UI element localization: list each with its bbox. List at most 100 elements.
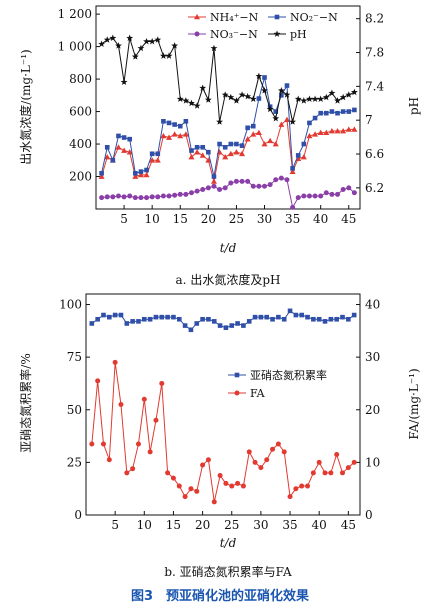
panel-a-series-2-point <box>104 194 110 200</box>
panel-a-series-2-point <box>233 178 239 184</box>
panel-a-series-2-point <box>138 195 144 201</box>
panel-b-series-0-point <box>211 319 217 324</box>
panel-b-ytick-label: 50 <box>67 403 82 417</box>
panel-a-series-2-point <box>188 190 194 196</box>
panel-b-series-1-point <box>89 441 95 447</box>
panel-a-series-0-point <box>205 157 212 163</box>
panel-b-series-1-point <box>322 470 328 476</box>
panel-a-series-0-point <box>300 154 307 160</box>
panel-b-series-1-point <box>246 449 252 455</box>
panel-a-series-2-point <box>183 191 189 197</box>
panel-a-series-2-point <box>160 193 166 199</box>
panel-a-series-3-point <box>171 42 179 49</box>
panel-a-series-2-point <box>323 190 329 196</box>
panel-a-series-0-point <box>115 144 122 150</box>
panel-a-series-3 <box>98 34 358 125</box>
panel-b-series-0-point <box>270 316 275 322</box>
panel-b-series-1-point <box>205 457 211 463</box>
panel-a-series-1-point <box>318 110 323 116</box>
panel-b-series-1-point <box>130 466 136 472</box>
panel-b-series-0-point <box>328 316 334 322</box>
panel-b-series-1-point <box>165 470 171 476</box>
panel-a-series-1-point <box>352 107 357 113</box>
panel-a-series-0-point <box>126 149 133 155</box>
panel-a-series-1-point <box>335 110 340 116</box>
panel-a-series-2-point <box>166 193 172 199</box>
panel-b-series-0-point <box>206 316 211 322</box>
panel-a-series-1-line <box>101 77 355 177</box>
panel-a-series-3-point <box>176 95 184 102</box>
panel-b-xtick-label: 40 <box>312 518 327 532</box>
panel-a-series-1-point <box>183 119 189 124</box>
panel-a-series-1-point <box>177 123 183 129</box>
panel-a-ytick-label: 400 <box>69 137 92 151</box>
panel-b-ytick-right-label: 10 <box>365 455 380 469</box>
panel-a-series-2-point <box>110 194 116 200</box>
panel-b-ylabel-right: FA/(mg·L⁻¹) <box>407 368 421 439</box>
panel-a-series-1-point <box>295 153 301 158</box>
panel-b-series-1-point <box>223 480 229 486</box>
panel-a-series-0-point <box>334 128 341 134</box>
panel-a-series-2-point <box>144 195 150 201</box>
panel-a-series-2-point <box>194 188 200 194</box>
panel-a-series-2-point <box>132 195 138 201</box>
panel-b-series-1-point <box>316 459 322 465</box>
panel-b-xtick-label: 45 <box>341 518 356 532</box>
panel-a-series-0-point <box>317 129 324 135</box>
panel-b-series-0-point <box>322 319 328 324</box>
panel-a-legend-marker <box>273 30 281 37</box>
panel-a-series-3-point <box>294 95 302 102</box>
panel-a-series-3-point <box>244 92 252 100</box>
panel-b-series-1-point <box>345 465 351 471</box>
panel-a-series-1-point <box>194 144 200 150</box>
panel-a-ytick-right-label: 8.2 <box>365 12 384 26</box>
panel-a-series-3-point <box>306 95 313 102</box>
panel-a-series-3-point <box>137 44 145 52</box>
panel-a-series-1 <box>99 75 357 179</box>
panel-a-series-1-point <box>312 115 318 121</box>
panel-a-series-0-point <box>233 149 240 155</box>
panel-b-ytick-label: 100 <box>59 298 82 312</box>
panel-a-ylabel-right: pH <box>407 97 421 115</box>
panel-a-caption: a. 出水氮浓度及pH <box>176 272 281 287</box>
panel-a-series-3-point <box>199 84 207 91</box>
panel-a-series-3-point <box>311 95 319 102</box>
panel-b: 5 10 15 20 25 30 35 40 45 0 25 50 75 100 0 10 20 30 40 亚硝态氮… <box>59 293 380 532</box>
panel-b-series-0-point <box>235 321 240 326</box>
panel-a-series-3-point <box>339 93 347 101</box>
panel-a-series-1-point <box>245 125 250 131</box>
panel-a-series-2-point <box>312 193 318 199</box>
panel-b-xtick-label: 20 <box>195 518 210 532</box>
panel-a-series-3-point <box>115 42 122 49</box>
panel-a-series-1-point <box>189 148 194 153</box>
panel-a-series-2-point <box>245 178 251 184</box>
panel-b-series-0-point <box>118 312 124 318</box>
panel-b-series-1-point <box>258 465 264 471</box>
panel-a-series-0-point <box>328 128 335 134</box>
panel-b-series-0-point <box>130 319 135 324</box>
panel-a-xtick-label: 10 <box>145 212 160 226</box>
panel-a-plot-frame <box>95 5 361 210</box>
panel-a-series-1-point <box>104 144 110 150</box>
panel-a-series-0-point <box>351 126 358 132</box>
panel-b-ytick-label: 75 <box>67 350 82 364</box>
panel-a-series-2-point <box>335 191 341 197</box>
panel-a-series-0-point <box>160 132 167 139</box>
panel-b-series-1-point <box>351 459 357 465</box>
panel-b-ytick-label: 25 <box>67 455 82 469</box>
panel-b-legend-marker <box>234 390 240 396</box>
panel-a-series-3-point <box>238 91 246 98</box>
panel-a-series-0-point <box>188 154 195 160</box>
figure-caption: 图3 预亚硝化池的亚硝化效果 <box>131 588 309 604</box>
panel-a-series-0-point <box>244 136 251 142</box>
panel-b-xtick-label: 10 <box>137 518 152 532</box>
panel-a-series-3-point <box>317 95 325 102</box>
panel-b-series-0-point <box>153 314 159 320</box>
panel-a-series-0-point <box>261 141 268 147</box>
panel-b-series-0-point <box>246 319 252 324</box>
panel-a-series-0-point <box>132 173 139 179</box>
panel-a-series-1-point <box>346 109 352 114</box>
panel-b-ytick-right-label: 40 <box>365 298 380 312</box>
panel-a-ylabel: 出水氮浓度/(mg·L⁻¹) <box>18 49 33 164</box>
panel-a-series-0-point <box>154 157 161 163</box>
